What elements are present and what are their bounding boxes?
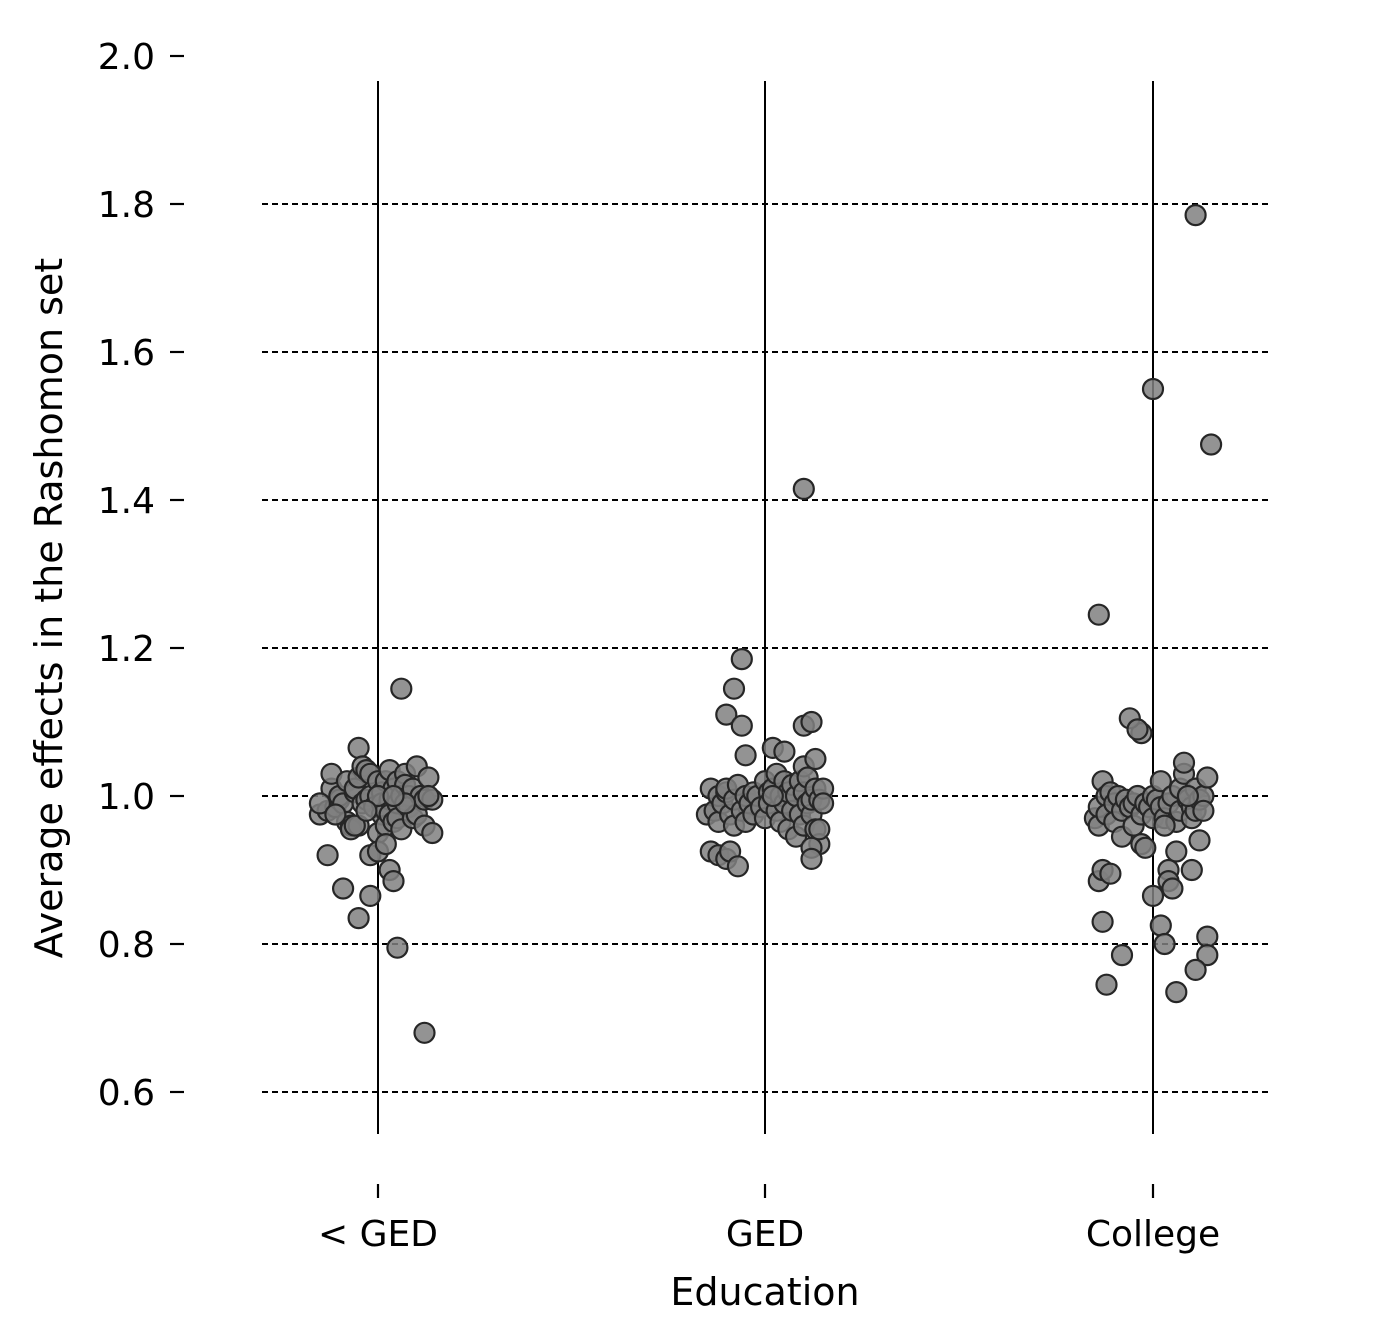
y-axis: 0.6 0.8 1.0 1.2 1.4 1.6 1.8 2.0 [98,37,184,1114]
data-point [1184,958,1207,982]
data-point [343,814,366,837]
data-point [1165,840,1188,863]
data-point [800,847,823,871]
data-point [773,740,796,763]
data-point [792,477,815,500]
x-tick-label: College [1086,1214,1220,1255]
y-tick-label: 1.2 [98,629,155,670]
data-point [808,818,831,841]
y-axis-label: Average effects in the Rashomon set [27,258,71,958]
x-axis: < GED GED College [318,1184,1220,1255]
y-tick-label: 0.6 [98,1073,155,1114]
x-axis-label: Education [670,1270,859,1314]
y-tick-label: 0.8 [98,925,155,966]
data-point [730,714,753,737]
data-point [1087,603,1110,626]
data-point [390,677,413,700]
data-point [734,744,757,767]
data-point [1161,877,1184,900]
y-tick-label: 1.0 [98,777,155,818]
data-point [1196,766,1219,789]
data-point [726,855,750,878]
data-point [382,784,405,808]
data-point [413,1021,436,1044]
data-point [421,821,444,845]
data-point [1153,814,1176,837]
data-point [316,844,339,867]
data-point [308,792,331,815]
data-point [1110,943,1134,967]
data-point [1192,799,1215,822]
data-point [1095,973,1118,996]
data-points [308,204,1223,1044]
data-point [1196,925,1219,948]
data-point [347,736,370,760]
data-point [1153,932,1176,956]
x-tick-label: < GED [318,1214,438,1255]
data-point [359,884,382,908]
data-point [1099,862,1122,885]
category-lines [377,81,1154,1134]
data-point [1149,914,1172,937]
y-tick-label: 1.8 [98,185,155,226]
data-point [1149,770,1172,793]
data-point [1091,910,1114,933]
y-tick-label: 2.0 [98,37,155,78]
data-point [417,784,440,808]
data-point [1180,858,1203,882]
data-point [1172,751,1196,774]
data-point [374,832,397,856]
y-tick-label: 1.4 [98,481,155,522]
data-point [1165,980,1188,1004]
data-point [417,766,440,789]
data-point [800,710,823,734]
data-point [1184,204,1207,227]
data-point [332,877,355,900]
data-point [1196,943,1219,967]
data-point [715,703,738,726]
data-point [1141,884,1165,908]
data-point [355,799,378,822]
data-point [386,936,409,959]
data-point [804,747,827,771]
data-point [761,784,784,808]
data-point [382,869,405,893]
x-tick-label: GED [726,1214,804,1255]
data-point [730,647,753,671]
data-point [1176,784,1200,808]
data-point [347,906,370,930]
data-point [324,803,347,826]
data-point [1199,433,1223,456]
data-point [1126,718,1149,741]
data-point [1134,836,1157,859]
data-point [811,792,835,815]
data-point [722,677,746,700]
data-point [1141,377,1165,401]
data-point [1188,829,1211,852]
y-tick-label: 1.6 [98,333,155,374]
